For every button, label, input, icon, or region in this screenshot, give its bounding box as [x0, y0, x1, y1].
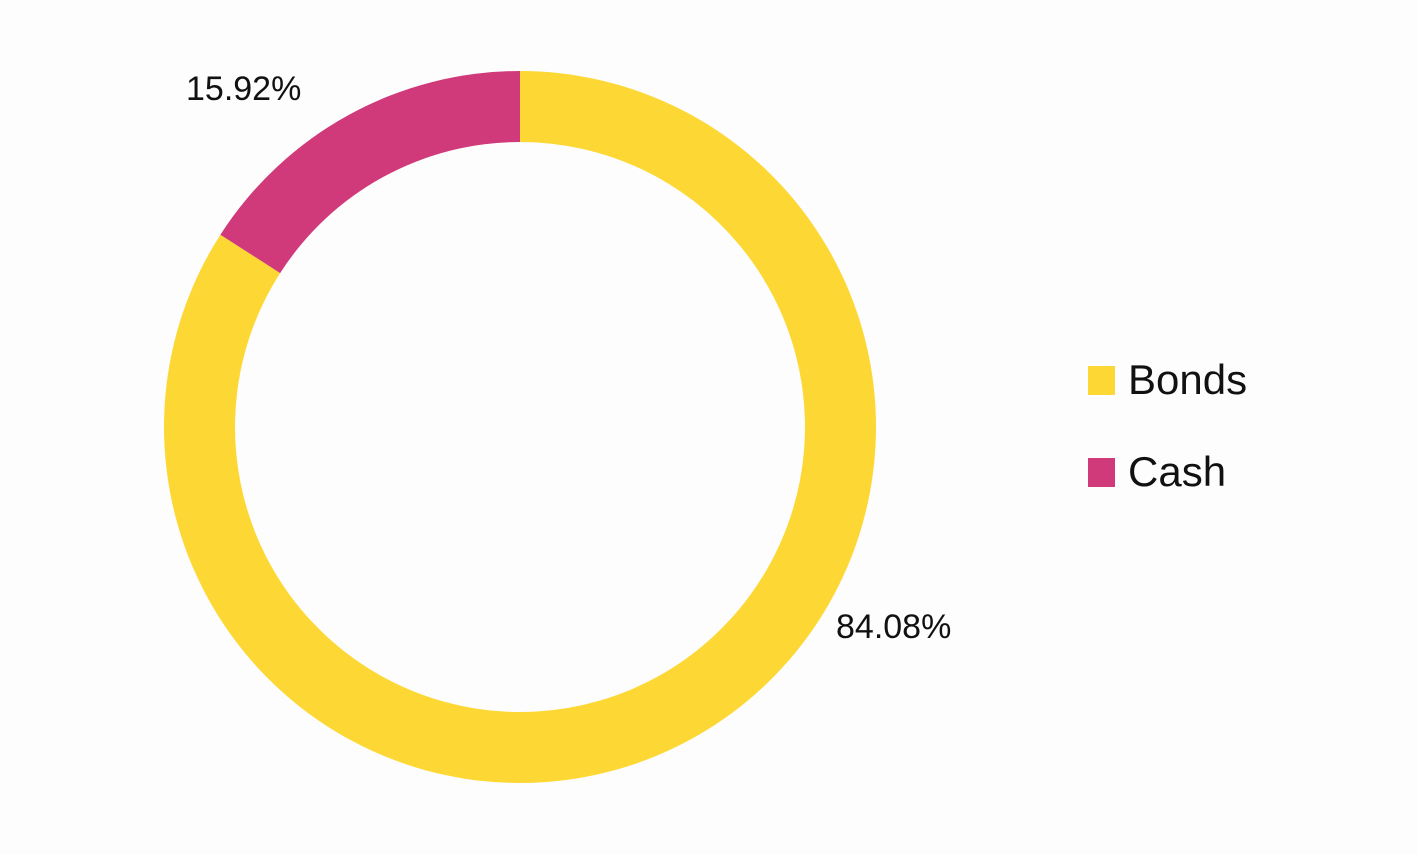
legend-label-cash: Cash — [1128, 448, 1227, 495]
legend-label-bonds: Bonds — [1128, 356, 1248, 403]
chart-legend: Bonds Cash — [1088, 355, 1247, 539]
donut-slices — [164, 71, 876, 784]
legend-swatch-bonds — [1088, 365, 1115, 395]
legend-item-bonds: Bonds — [1088, 355, 1247, 405]
slice-labels: 84.08% 15.92% — [186, 70, 951, 646]
slice-label-cash: 15.92% — [186, 70, 301, 108]
slice-label-bonds: 84.08% — [836, 608, 951, 646]
donut-slice-cash — [220, 71, 520, 274]
legend-swatch-cash — [1088, 457, 1115, 487]
legend-item-cash: Cash — [1088, 447, 1247, 497]
